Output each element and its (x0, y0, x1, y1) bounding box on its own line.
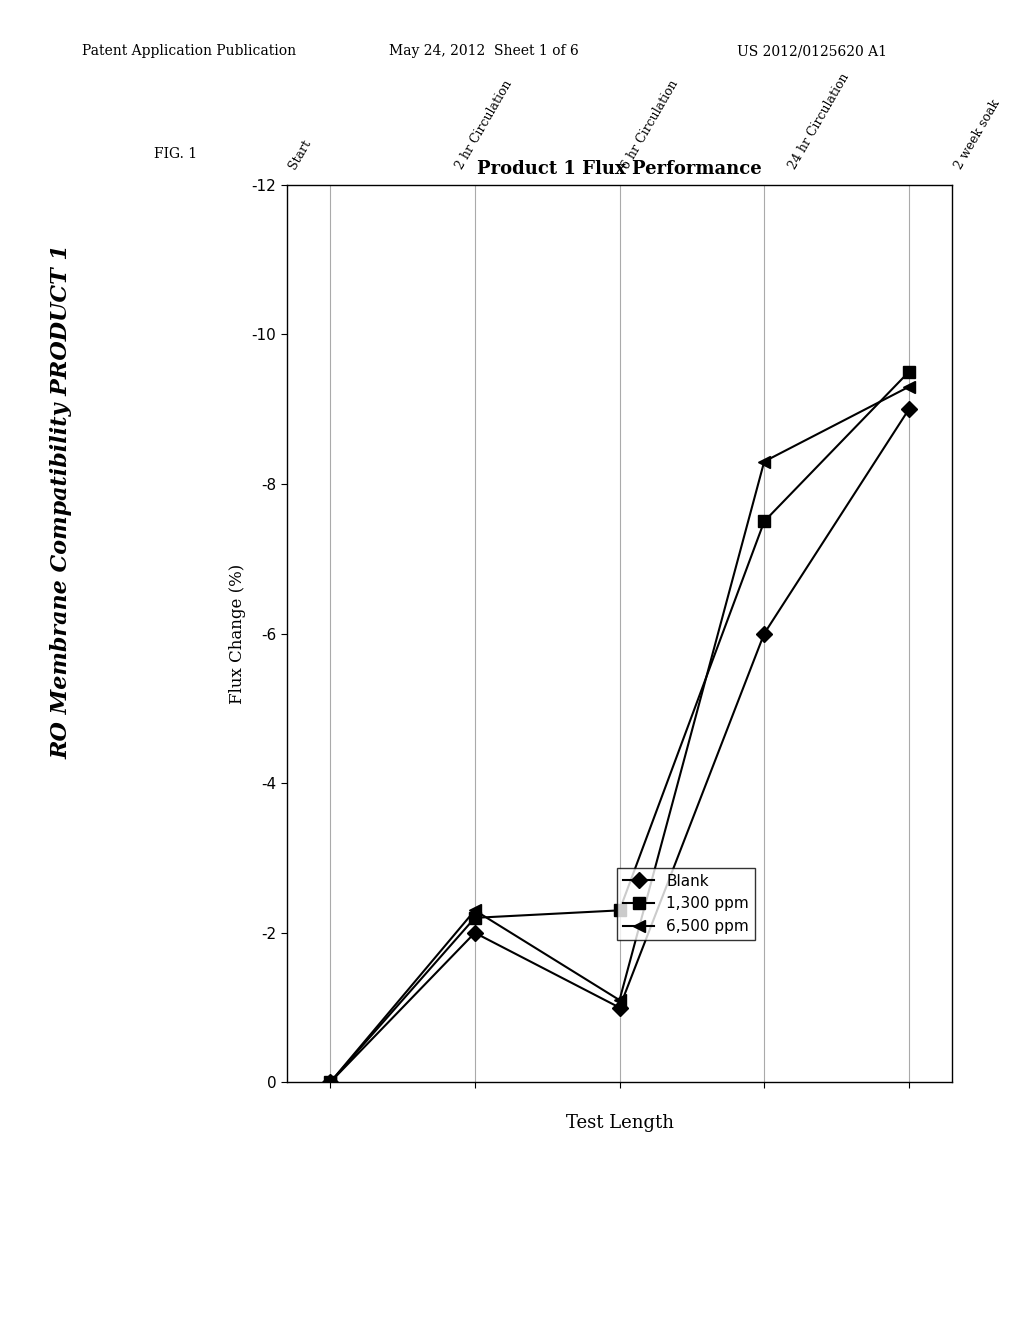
X-axis label: Test Length: Test Length (565, 1114, 674, 1131)
Text: 2 hr Circulation: 2 hr Circulation (453, 78, 515, 172)
Blank (903, 401, 915, 417)
Text: May 24, 2012  Sheet 1 of 6: May 24, 2012 Sheet 1 of 6 (389, 45, 579, 58)
Blank (758, 626, 770, 642)
Text: Start: Start (287, 137, 314, 172)
1,300 ppm (903, 364, 915, 380)
Legend: Blank, 1,300 ppm, 6,500 ppm: Blank, 1,300 ppm, 6,500 ppm (617, 867, 755, 940)
Text: 24 hr Circulation: 24 hr Circulation (786, 71, 851, 172)
Blank (613, 999, 626, 1015)
1,300 ppm (324, 1074, 336, 1090)
Text: 2 week soak: 2 week soak (952, 98, 1002, 172)
Text: US 2012/0125620 A1: US 2012/0125620 A1 (737, 45, 887, 58)
Title: Product 1 Flux Performance: Product 1 Flux Performance (477, 160, 762, 178)
Blank (469, 925, 481, 941)
Y-axis label: Flux Change (%): Flux Change (%) (229, 564, 246, 704)
1,300 ppm (469, 909, 481, 925)
1,300 ppm (613, 903, 626, 919)
6,500 ppm (758, 454, 770, 470)
6,500 ppm (324, 1074, 336, 1090)
Line: 1,300 ppm: 1,300 ppm (325, 366, 914, 1088)
6,500 ppm (613, 993, 626, 1008)
Text: 6 hr Circulation: 6 hr Circulation (620, 78, 681, 172)
Text: RO Membrane Compatibility PRODUCT 1: RO Membrane Compatibility PRODUCT 1 (50, 244, 73, 759)
6,500 ppm (469, 903, 481, 919)
1,300 ppm (758, 513, 770, 529)
Line: 6,500 ppm: 6,500 ppm (325, 381, 914, 1088)
6,500 ppm (903, 379, 915, 395)
Blank (324, 1074, 336, 1090)
Line: Blank: Blank (325, 404, 914, 1088)
Text: FIG. 1: FIG. 1 (154, 148, 197, 161)
Text: Patent Application Publication: Patent Application Publication (82, 45, 296, 58)
